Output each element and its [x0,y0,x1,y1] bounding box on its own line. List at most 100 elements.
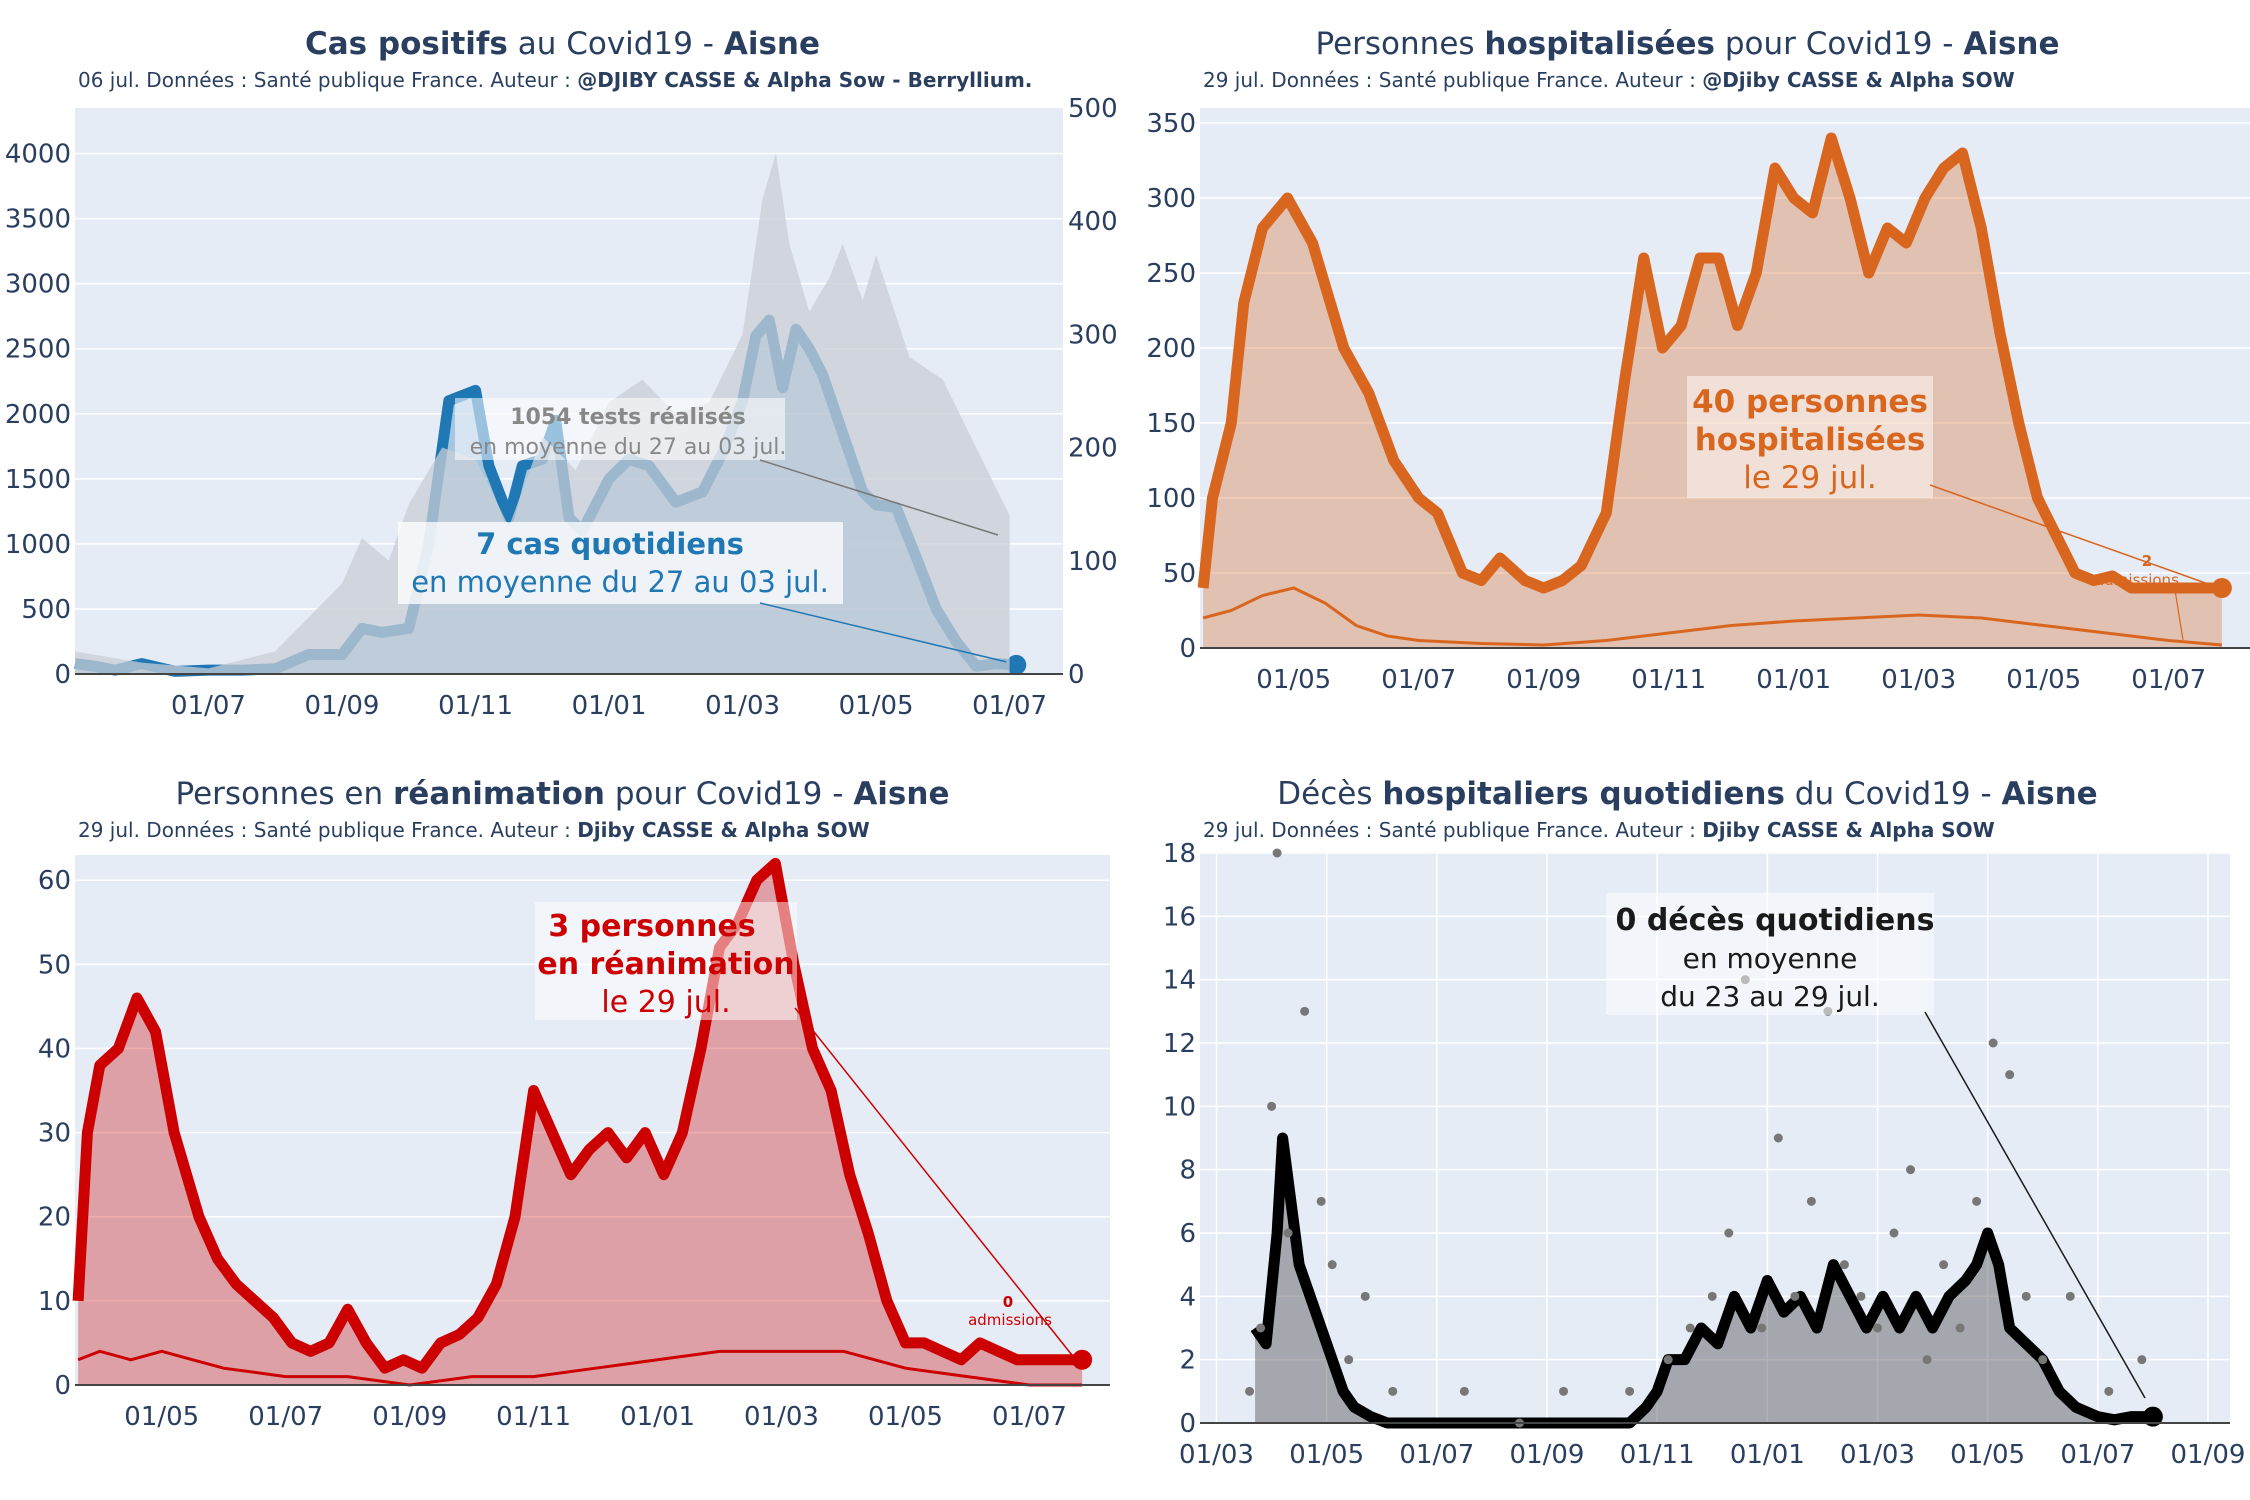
x-tick-label: 01/05 [1289,1440,1364,1470]
admissions-line [77,1349,1083,1387]
scatter-point [1939,1260,1949,1270]
chart-hospitalisees: 0 50 100 150 200 250 300 350 01/05 01/07 01/09 01/1… [1146,108,2250,695]
x-tick-label: 01/03 [1881,665,1956,695]
x-tick-label: 01/09 [372,1402,447,1432]
scatter-point [2065,1291,2075,1301]
x-tick-label: 01/09 [305,691,380,721]
scatter-point [1972,1196,1982,1206]
y-tick-label: 16 [1163,902,1196,932]
chart-subtitle: 29 jul. Données : Santé publique France.… [1203,818,1995,842]
title-part: pour Covid19 - [1714,26,1964,62]
y-right-tick-label: 0 [1068,660,1085,690]
y-tick-label: 50 [1163,559,1196,589]
chart-deces: 0 2 4 6 8 10 12 14 16 18 01/03 01/05 01/07 01/09 01/11… [1163,839,2246,1470]
scatter-point [1906,1165,1916,1175]
x-tick-label: 01/11 [1620,1440,1695,1470]
chart-subtitle: 06 jul. Données : Santé publique France.… [78,68,1032,92]
annotation-value: 0 décès quotidiens [1616,903,1935,938]
y-right-tick-label: 200 [1068,434,1118,464]
scatter-point [2038,1355,2048,1365]
scatter-point [1559,1386,1569,1396]
scatter-point [1256,1323,1266,1333]
annotation-arrow [759,602,1007,663]
scatter-point [1773,1133,1783,1143]
x-tick-label: 01/07 [972,691,1047,721]
chart-title: Personnes hospitalisées pour Covid19 - A… [1125,26,2250,62]
y-tick-label: 4000 [5,140,71,170]
annotation-value: en réanimation [537,947,794,982]
title-part: Djiby CASSE & Alpha SOW [1702,818,1995,842]
x-tick-label: 01/01 [572,691,647,721]
y-tick-label: 10 [1163,1092,1196,1122]
annotation-tests-period: en moyenne du 27 au 03 jul. [470,435,787,460]
title-part: Décès [1277,776,1383,812]
title-part: Aisne [1963,26,2060,62]
y-tick-label: 2000 [5,400,71,430]
x-tick-label: 01/03 [1179,1440,1254,1470]
y-right-tick-label: 500 [1068,94,1118,124]
annotation-arrow [1924,1011,2146,1399]
annotation-period: du 23 au 29 jul. [1660,980,1880,1013]
x-tick-label: 01/07 [2060,1440,2135,1470]
title-part: 06 jul. Données : Santé publique France.… [78,68,578,92]
x-tick-label: 01/11 [496,1402,571,1432]
y-tick-label: 0 [54,660,71,690]
scatter-point [1955,1323,1965,1333]
title-part: Personnes en [175,776,393,812]
annotation-value: 40 personnes [1692,384,1928,420]
y-tick-label: 100 [1146,484,1196,514]
title-part: hospitaliers quotidiens [1382,776,1785,812]
x-tick-label: 01/05 [868,1402,943,1432]
scatter-point [1856,1291,1866,1301]
annotation-box [398,522,843,604]
x-tick-label: 01/11 [438,691,513,721]
annotation-box [535,902,797,1020]
y-tick-label: 2500 [5,335,71,365]
y-tick-label: 20 [38,1203,71,1233]
x-tick-label: 01/01 [1730,1440,1805,1470]
title-part: @DJIBY CASSE & Alpha Sow - Berryllium. [577,68,1033,92]
y-tick-label: 3000 [5,270,71,300]
annotation-arrow [1929,484,2215,587]
scatter-point [1625,1386,1635,1396]
x-tick-label: 01/07 [1381,665,1456,695]
title-part: réanimation [393,776,605,812]
x-tick-label: 01/01 [1756,665,1831,695]
x-tick-label: 01/05 [839,691,914,721]
x-tick-label: 01/09 [2170,1440,2245,1470]
y-tick-label: 500 [21,595,71,625]
last-point-marker [2142,1406,2163,1427]
title-part: @Djiby CASSE & Alpha SOW [1702,68,2015,92]
annotation-value: 3 personnes [548,909,755,944]
scatter-point [1685,1323,1695,1333]
y-tick-label: 2 [1179,1346,1196,1376]
scatter-point [1272,848,1282,858]
y-right-tick-label: 100 [1068,547,1118,577]
y-tick-label: 6 [1179,1219,1196,1249]
chart-panel-reanimation: Personnes en réanimation pour Covid19 - … [0,750,1125,1500]
title-part: Cas positifs [305,26,508,62]
y-tick-label: 12 [1163,1029,1196,1059]
chart-panel-deces: Décès hospitaliers quotidiens du Covid19… [1125,750,2250,1500]
scatter-point [1806,1196,1816,1206]
annotation-arrow [759,459,999,536]
scatter-point [1922,1355,1932,1365]
scatter-point [1872,1323,1882,1333]
scatter-point [1889,1228,1899,1238]
y-tick-label: 350 [1146,109,1196,139]
x-tick-label: 01/07 [2131,665,2206,695]
y-tick-label: 30 [38,1119,71,1149]
x-tick-label: 01/03 [1840,1440,1915,1470]
y-tick-label: 3500 [5,205,71,235]
y-tick-label: 150 [1146,409,1196,439]
x-tick-label: 01/07 [171,691,246,721]
scatter-point [1316,1196,1326,1206]
x-tick-label: 01/03 [744,1402,819,1432]
scatter-point [1790,1291,1800,1301]
title-part: du Covid19 - [1784,776,2002,812]
chart-title: Décès hospitaliers quotidiens du Covid19… [1125,776,2250,812]
y-tick-label: 300 [1146,184,1196,214]
admissions-line [1202,586,2223,647]
series-line [1197,132,2222,594]
